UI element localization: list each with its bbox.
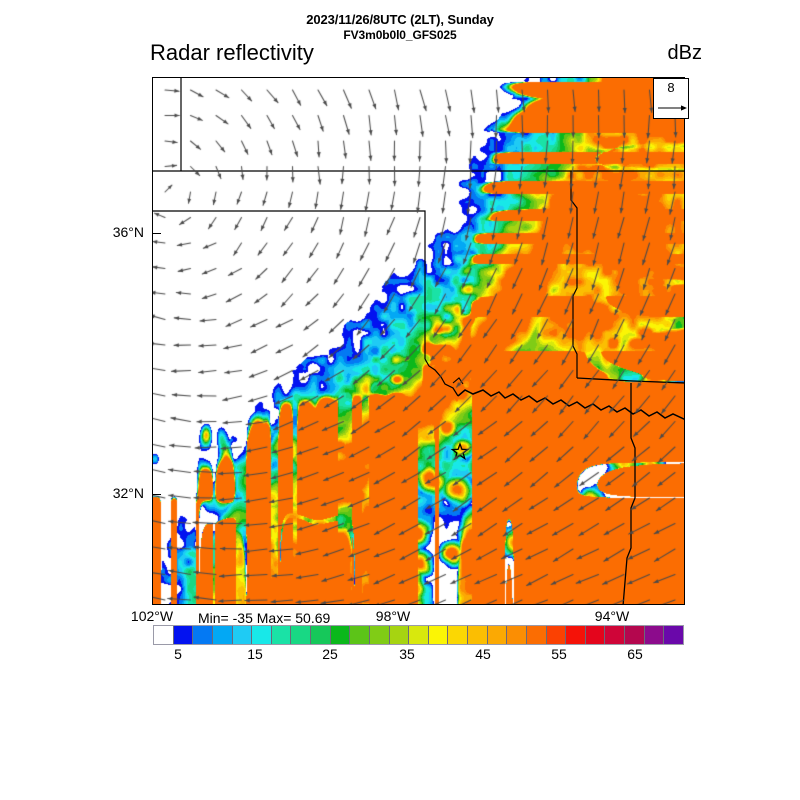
colorbar-cell <box>526 626 547 644</box>
colorbar-cell <box>271 626 292 644</box>
colorbar-cell <box>448 626 468 644</box>
colorbar-cell <box>154 626 174 644</box>
wind-legend-value: 8 <box>667 80 675 95</box>
colorbar-cell <box>468 626 488 644</box>
figure-model-title: FV3m0b0l0_GFS025 <box>343 28 457 42</box>
longitude-tick-label: 98°W <box>375 608 411 624</box>
colorbar-cell <box>644 626 665 644</box>
colorbar-cell <box>350 626 370 644</box>
colorbar-cell <box>193 626 213 644</box>
colorbar-cell <box>389 626 410 644</box>
colorbar[interactable] <box>153 625 684 645</box>
figure-datetime-title: 2023/11/26/8UTC (2LT), Sunday <box>306 12 494 27</box>
colorbar-cell <box>212 626 233 644</box>
colorbar-cell <box>173 626 194 644</box>
wind-vector-legend: 8 <box>653 78 689 119</box>
colorbar-cell <box>409 626 429 644</box>
colorbar-cell <box>566 626 586 644</box>
map-plot-area[interactable] <box>152 77 685 605</box>
colorbar-cell <box>487 626 508 644</box>
colorbar-cell <box>330 626 351 644</box>
colorbar-cell <box>252 626 272 644</box>
latitude-tick-label: 32°N <box>112 485 144 501</box>
colorbar-tick-label: 55 <box>551 646 567 662</box>
page-title: Radar reflectivity <box>150 40 314 65</box>
colorbar-tick-label: 45 <box>475 646 491 662</box>
colorbar-cell <box>232 626 253 644</box>
colorbar-cell <box>507 626 527 644</box>
colorbar-tick-label: 65 <box>627 646 643 662</box>
colorbar-cell <box>664 626 683 644</box>
latitude-tick-mark <box>152 233 161 235</box>
colorbar-cell <box>369 626 390 644</box>
colorbar-tick-label: 25 <box>322 646 338 662</box>
latitude-tick-label: 36°N <box>112 224 144 240</box>
colorbar-cell <box>605 626 625 644</box>
longitude-tick-label: 102°W <box>130 608 174 624</box>
colorbar-cell <box>428 626 449 644</box>
wind-vector-field <box>153 78 684 604</box>
colorbar-tick-label: 15 <box>247 646 263 662</box>
reference-wind-arrow-icon <box>658 105 687 111</box>
colorbar-cell <box>291 626 311 644</box>
colorbar-cell <box>585 626 606 644</box>
colorbar-cell <box>311 626 331 644</box>
units-label: dBz <box>667 42 702 64</box>
colorbar-tick-label: 35 <box>399 646 415 662</box>
colorbar-cell <box>546 626 567 644</box>
min-max-label: Min= -35 Max= 50.69 <box>198 610 331 626</box>
latitude-tick-mark <box>152 494 161 496</box>
colorbar-tick-label: 5 <box>174 646 182 662</box>
colorbar-cell <box>625 626 645 644</box>
longitude-tick-label: 94°W <box>594 608 630 624</box>
